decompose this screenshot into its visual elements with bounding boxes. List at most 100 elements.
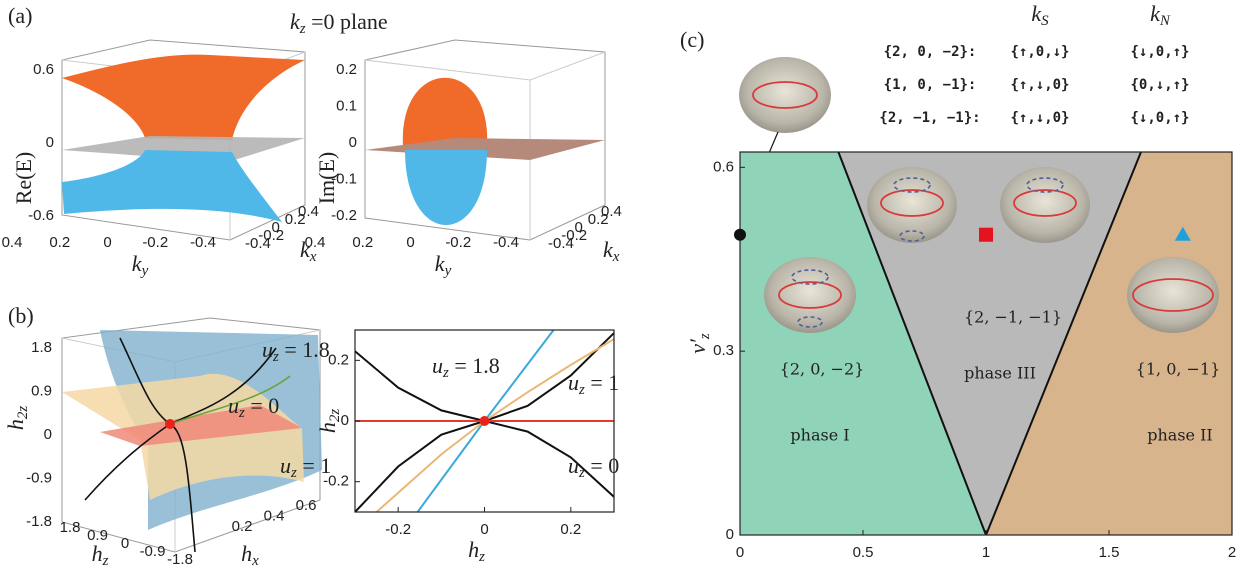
kx-tick-label: 0.4 — [601, 203, 622, 220]
surface-lower — [62, 150, 282, 222]
hz-axis-label-sub: z — [102, 553, 109, 569]
hz-tick-label: 1.8 — [60, 519, 81, 536]
hx-tick-label: 0.2 — [232, 518, 253, 535]
z-axis-label: h2z — [3, 406, 31, 430]
y-tick-label: -0.2 — [323, 473, 349, 490]
ky-tick-label: -0.4 — [190, 234, 216, 251]
depth-axis-label-sub: x — [612, 249, 620, 265]
ky-tick-label: 0 — [406, 234, 414, 251]
panel-title: kz =0 plane — [290, 9, 388, 37]
series-label: uz = 1 — [568, 370, 619, 398]
depth-axis-label-sub: x — [309, 249, 317, 265]
z-tick-label: 0.2 — [336, 61, 357, 78]
ky-tick-label: -0.4 — [493, 234, 519, 251]
surface-label-base: u — [228, 393, 239, 418]
phase-set: {1, 0, −1} — [1136, 360, 1221, 379]
phase-label: phase III — [964, 364, 1036, 383]
y-axis-label-base: h — [315, 422, 340, 433]
kx-tick-label: 0 — [575, 219, 583, 236]
z-tick-label: 0.9 — [31, 382, 52, 399]
x-axis-label-sub: y — [443, 263, 452, 279]
phase-label: phase II — [1147, 426, 1213, 445]
panel-label: (a) — [8, 3, 32, 28]
y-axis-label-sub: 2z — [327, 409, 343, 422]
ellipsoid — [764, 257, 856, 333]
re-plot-3d — [62, 40, 305, 240]
z-tick-label: 0.6 — [33, 61, 54, 78]
surface-lower — [405, 150, 487, 225]
x-tick-label: 0.2 — [560, 521, 581, 538]
series-label: uz = 1.8 — [432, 353, 500, 381]
z-axis-label-base: h — [3, 419, 28, 430]
x-axis-label: ky — [435, 251, 452, 279]
series-label-base: u — [432, 353, 443, 378]
z-tick-label: 1.8 — [31, 339, 52, 356]
y-tick-label: 0.6 — [713, 158, 734, 175]
z-tick-label: -1.8 — [26, 513, 52, 530]
z-tick-label: -0.6 — [28, 207, 54, 224]
x-tick-label: 0.5 — [853, 544, 874, 561]
phase-set: {2, −1, −1} — [964, 308, 1062, 327]
x-axis-label: ky — [132, 251, 149, 279]
kx-tick-label: 0 — [272, 219, 280, 236]
ky-tick-label: 0.4 — [2, 234, 23, 251]
y-tick-label: 0.2 — [328, 351, 349, 368]
surface-label: uz = 0 — [228, 393, 279, 421]
ky-tick-label: 0.4 — [305, 234, 326, 251]
surface-label-rest: = 1.8 — [279, 337, 330, 362]
hz-axis-label: hz — [92, 541, 109, 569]
hx-tick-label: 0.6 — [296, 497, 317, 514]
hz-tick-label: 0 — [121, 535, 129, 552]
x-tick-label: 0 — [736, 544, 744, 561]
y-axis-label: ν′z — [685, 333, 713, 354]
series-label-base: u — [568, 370, 579, 395]
plots — [355, 152, 1232, 535]
depth-axis-label: kx — [603, 237, 620, 265]
table-cell: {↓,0,↑} — [1130, 110, 1189, 126]
ellipsoid — [867, 167, 957, 243]
z-tick-label: 0 — [46, 134, 54, 151]
panel-title-rest: =0 plane — [306, 9, 388, 34]
ky-tick-label: 0 — [103, 234, 111, 251]
z-tick-label: -0.2 — [331, 207, 357, 224]
z-tick-label: 0 — [349, 134, 357, 151]
panel-label: (b) — [8, 303, 34, 328]
z-tick-label: -0.9 — [26, 469, 52, 486]
y-axis-label: Re(E) — [11, 152, 36, 205]
x-tick-label: 1.5 — [1099, 544, 1120, 561]
x-axis-label-sub: z — [478, 549, 485, 565]
x-axis-label-sub: y — [140, 263, 149, 279]
table-cell: {2, 0, −2}: — [884, 44, 977, 60]
y-axis-label-base: ν′ — [685, 338, 710, 354]
surface-upper — [62, 55, 305, 140]
series-label-rest: = 1.8 — [449, 353, 500, 378]
table-header: kS — [1031, 1, 1049, 29]
point — [480, 416, 490, 426]
y-axis-label: Im(E) — [314, 152, 339, 205]
y-tick-label: 0 — [726, 526, 734, 543]
im-plot-3d — [365, 40, 605, 240]
table-cell: {0,↓,↑} — [1130, 77, 1189, 93]
x-axis-label: uz — [970, 560, 987, 570]
z-tick-label: 0.1 — [336, 97, 357, 114]
table-cell: {↑,↓,0} — [1010, 77, 1069, 93]
surface-upper — [403, 78, 487, 146]
table-cell: {↑,↓,0} — [1010, 110, 1069, 126]
series-label-rest: = 0 — [585, 453, 619, 478]
figure: {2, 0, −2}phase I{2, −1, −1}phase III{1,… — [0, 0, 1260, 570]
phase-set: {2, 0, −2} — [780, 360, 865, 379]
surface-label-rest: = 0 — [245, 393, 279, 418]
ky-tick-label: 0.2 — [352, 234, 373, 251]
x-axis-label-base: u — [970, 560, 981, 570]
x-tick-label: 0 — [480, 521, 488, 538]
ellipsoid — [1127, 257, 1219, 333]
hx-axis-label-base: h — [241, 541, 252, 566]
surface-label: uz = 1.8 — [262, 337, 330, 365]
x-axis-label: hz — [468, 537, 485, 565]
hz-axis-label-base: h — [92, 541, 103, 566]
surface-label-base: u — [280, 453, 291, 478]
table-cell: {1, 0, −1}: — [884, 77, 977, 93]
kx-tick-label: 0.4 — [298, 203, 319, 220]
table-cell: {2, −1, −1}: — [879, 110, 980, 126]
hx-tick-label: 0.4 — [264, 507, 285, 524]
